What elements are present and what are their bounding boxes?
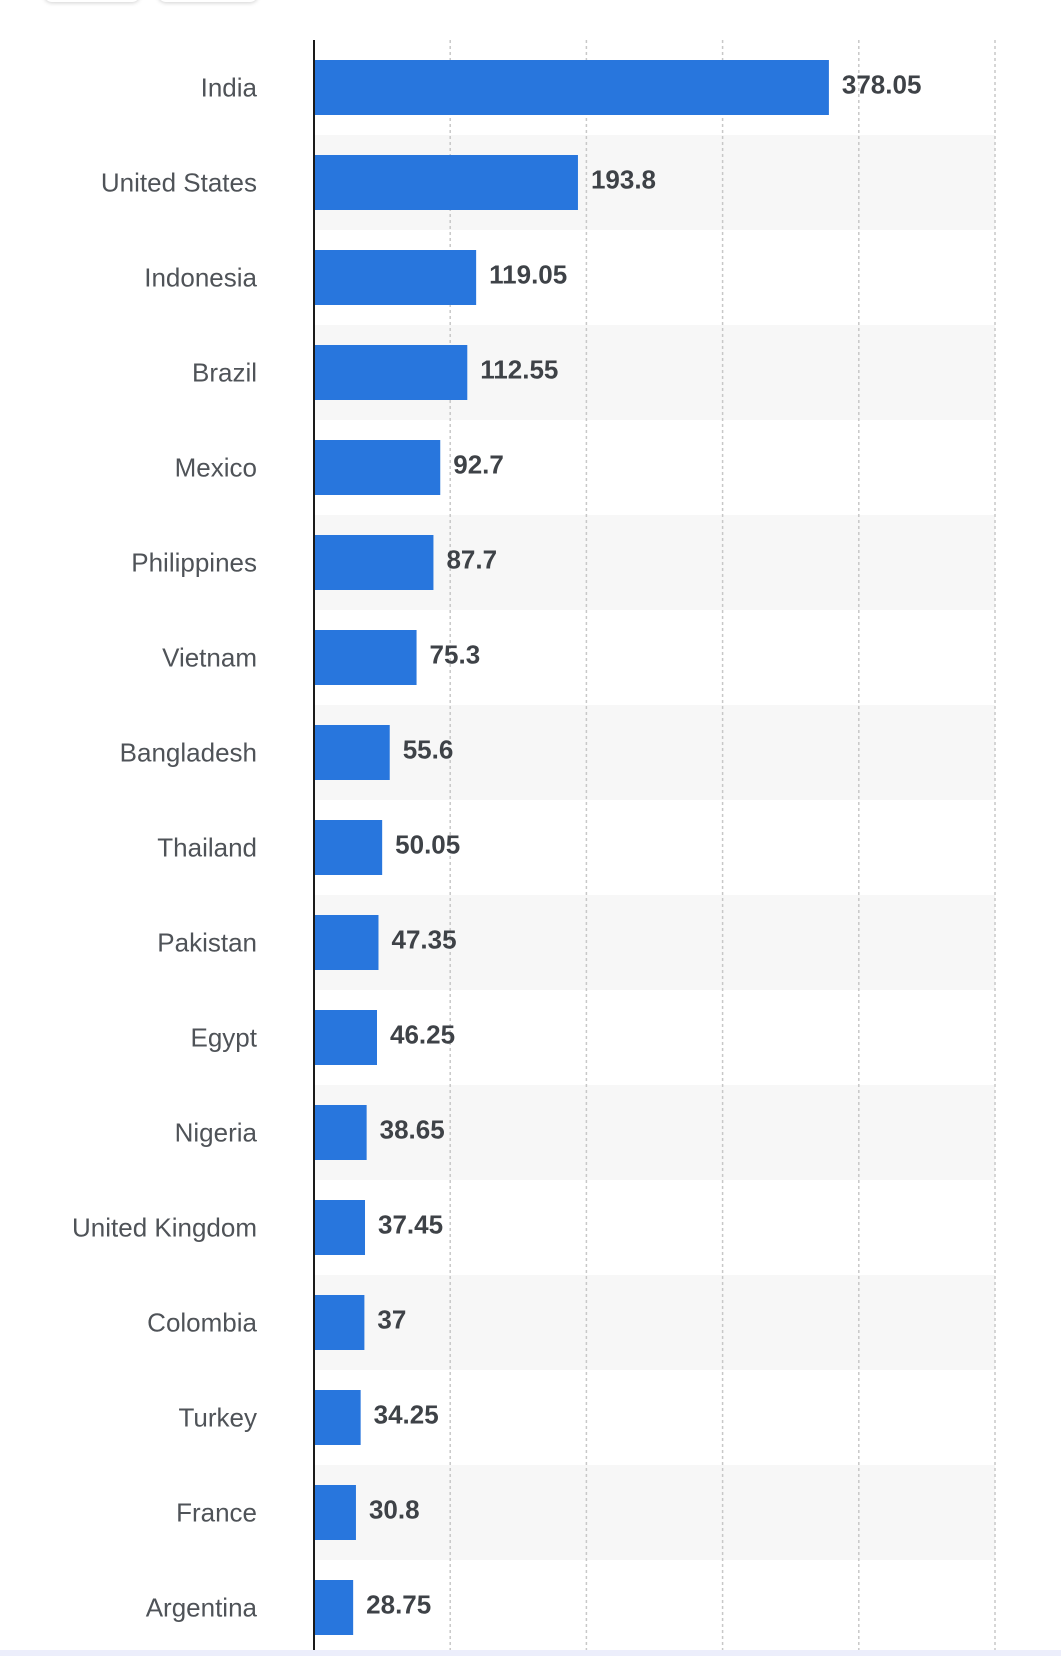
category-label: Philippines <box>131 548 257 578</box>
tab-stub-left[interactable] <box>44 0 140 2</box>
bars <box>314 60 829 1635</box>
category-label: Egypt <box>191 1023 258 1053</box>
bar[interactable] <box>314 155 578 210</box>
category-label: Vietnam <box>162 643 257 673</box>
category-label: Turkey <box>179 1403 258 1433</box>
row-band <box>314 895 995 990</box>
bar[interactable] <box>314 820 383 875</box>
data-label: 47.35 <box>391 925 456 955</box>
category-label: Nigeria <box>175 1118 258 1148</box>
data-label: 38.65 <box>380 1115 445 1145</box>
data-label: 193.8 <box>591 165 656 195</box>
bottom-strip <box>0 1650 1061 1656</box>
data-label: 50.05 <box>395 830 460 860</box>
data-label: 37 <box>377 1305 406 1335</box>
tab-stub-right[interactable] <box>158 0 258 2</box>
row-band <box>314 1085 995 1180</box>
data-label: 34.25 <box>374 1400 439 1430</box>
data-label: 37.45 <box>378 1210 443 1240</box>
category-label: Thailand <box>157 833 257 863</box>
bar[interactable] <box>314 630 417 685</box>
bar[interactable] <box>314 345 468 400</box>
category-label: Indonesia <box>144 263 257 293</box>
data-label: 55.6 <box>403 735 454 765</box>
data-label: 378.05 <box>842 70 922 100</box>
data-label: 28.75 <box>366 1590 431 1620</box>
value-labels: 378.05 193.8 119.05 112.55 92.7 87.7 75.3 55.6 5… <box>366 70 921 1620</box>
bar[interactable] <box>314 1390 361 1445</box>
data-label: 112.55 <box>480 355 558 385</box>
category-label: Brazil <box>192 358 257 388</box>
bar[interactable] <box>314 1105 367 1160</box>
row-band <box>314 1275 995 1370</box>
bar[interactable] <box>314 250 477 305</box>
data-label: 87.7 <box>446 545 497 575</box>
data-label: 92.7 <box>453 450 504 480</box>
gridlines <box>449 40 996 1652</box>
bar[interactable] <box>314 915 379 970</box>
bar[interactable] <box>314 1010 377 1065</box>
data-label: 46.25 <box>390 1020 455 1050</box>
category-label: Pakistan <box>157 928 257 958</box>
category-labels: India United States Indonesia Brazil Mexico P… <box>72 73 258 1623</box>
data-label: 75.3 <box>430 640 481 670</box>
category-label: Bangladesh <box>120 738 257 768</box>
bar[interactable] <box>314 440 441 495</box>
bar[interactable] <box>314 60 829 115</box>
top-tab-strip <box>0 0 1061 8</box>
row-band <box>314 1465 995 1560</box>
category-label: United Kingdom <box>72 1213 257 1243</box>
category-label: Mexico <box>175 453 257 483</box>
category-label: France <box>176 1498 257 1528</box>
bar[interactable] <box>314 1295 365 1350</box>
data-label: 30.8 <box>369 1495 420 1525</box>
bar[interactable] <box>314 1485 356 1540</box>
bar[interactable] <box>314 1580 354 1635</box>
row-bands <box>314 135 995 1560</box>
bar[interactable] <box>314 535 434 590</box>
category-label: Argentina <box>146 1593 258 1623</box>
data-label: 119.05 <box>489 260 567 290</box>
category-label: India <box>201 73 258 103</box>
bar[interactable] <box>314 1200 366 1255</box>
bar[interactable] <box>314 725 390 780</box>
category-label: United States <box>101 168 257 198</box>
row-band <box>314 705 995 800</box>
category-label: Colombia <box>147 1308 257 1338</box>
